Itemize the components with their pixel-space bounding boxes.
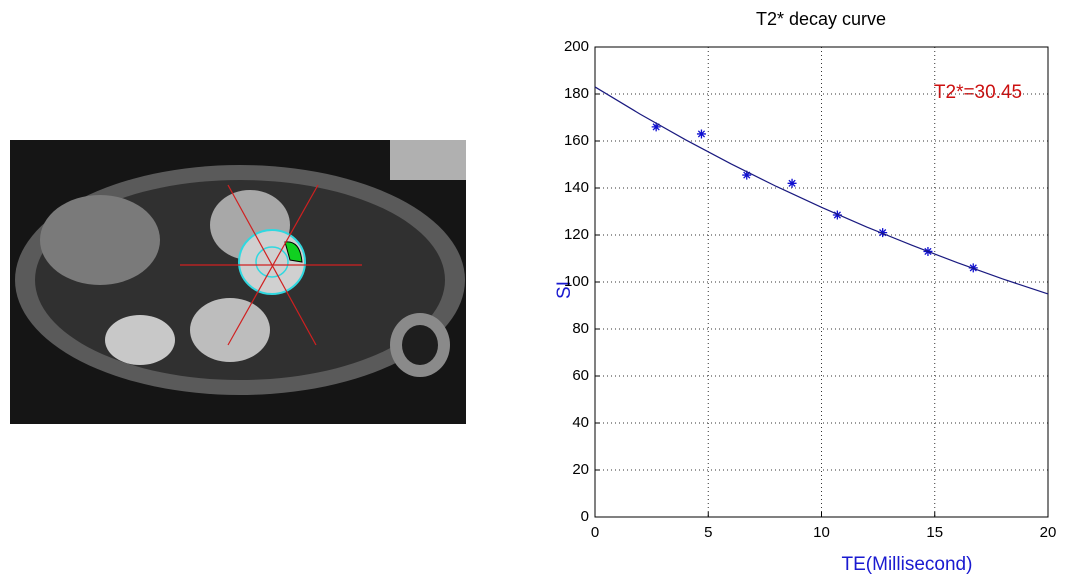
y-tick-label: 0	[581, 508, 589, 525]
y-tick-label: 80	[572, 320, 589, 337]
x-tick-label: 20	[1040, 524, 1057, 541]
annotation: T2*=30.45	[934, 82, 1022, 103]
organ	[402, 325, 438, 365]
y-tick-label: 180	[564, 85, 589, 102]
chart-title: T2* decay curve	[756, 9, 886, 29]
x-tick-label: 15	[926, 524, 943, 541]
y-tick-label: 140	[564, 179, 589, 196]
data-point	[697, 129, 706, 138]
organ	[390, 140, 466, 180]
y-tick-label: 40	[572, 414, 589, 431]
organ	[190, 298, 270, 362]
y-tick-label: 100	[564, 273, 589, 290]
y-tick-label: 20	[572, 461, 589, 478]
x-axis-label: TE(Millisecond)	[842, 554, 973, 575]
y-tick-label: 120	[564, 226, 589, 243]
organ	[40, 195, 160, 285]
y-tick-label: 200	[564, 38, 589, 55]
x-tick-label: 10	[813, 524, 830, 541]
roi-contour	[239, 230, 305, 294]
x-tick-label: 5	[704, 524, 712, 541]
mri-image	[10, 140, 466, 424]
plot-frame	[595, 47, 1048, 517]
y-tick-label: 60	[572, 367, 589, 384]
page: T2* decay curve TE(Millisecond) SI T2*=3…	[0, 0, 1075, 577]
data-point	[788, 179, 797, 188]
organ	[105, 315, 175, 365]
y-tick-label: 160	[564, 132, 589, 149]
fit-curve	[595, 87, 1048, 294]
x-tick-label: 0	[591, 524, 599, 541]
